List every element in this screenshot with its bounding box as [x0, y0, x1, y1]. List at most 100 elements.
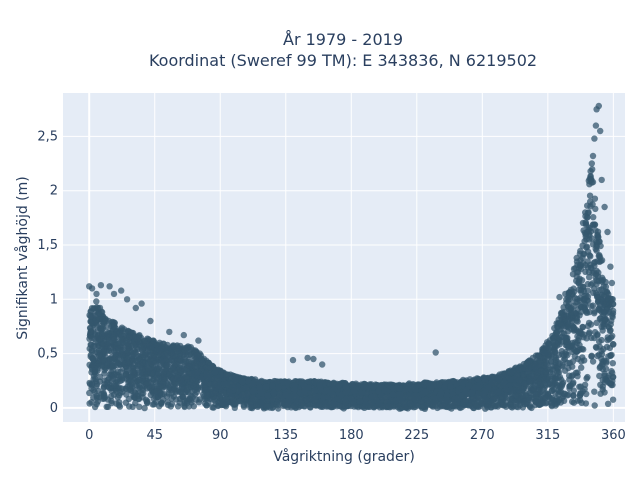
data-point [142, 337, 149, 344]
data-point [347, 395, 355, 402]
data-point [132, 390, 139, 397]
data-point [117, 368, 124, 376]
data-point [149, 382, 156, 390]
data-point [87, 313, 94, 320]
data-point [370, 383, 377, 390]
data-point [537, 360, 544, 367]
chart-title-line1: År 1979 - 2019 [283, 30, 403, 49]
data-point [570, 285, 577, 292]
data-point [389, 391, 397, 398]
data-point [115, 355, 123, 362]
data-point [189, 393, 196, 401]
data-point [563, 342, 571, 349]
data-point [600, 323, 607, 330]
data-point [240, 402, 247, 409]
data-point [584, 373, 591, 381]
data-point [172, 360, 179, 368]
data-point [525, 365, 532, 372]
data-point [583, 335, 590, 342]
data-point [521, 380, 528, 387]
data-point [588, 352, 595, 359]
data-point [136, 403, 143, 410]
data-point [590, 214, 597, 221]
data-point [564, 392, 571, 399]
data-point [526, 378, 534, 385]
data-point [547, 366, 554, 373]
data-point [591, 402, 598, 409]
data-point [604, 295, 611, 302]
data-point [505, 369, 513, 376]
data-point [184, 375, 191, 383]
data-point [101, 370, 108, 377]
data-point [104, 376, 111, 384]
data-point [242, 384, 250, 391]
data-point [130, 350, 137, 358]
data-point [564, 359, 571, 367]
data-point [164, 401, 172, 409]
data-point [569, 358, 577, 365]
data-point [578, 364, 585, 371]
data-point [124, 361, 132, 368]
data-point [100, 384, 108, 392]
data-point [97, 326, 104, 333]
data-point [273, 401, 280, 408]
data-point [91, 365, 99, 372]
data-point [569, 271, 577, 278]
data-point [588, 303, 595, 310]
data-point [529, 354, 537, 362]
data-point [530, 385, 537, 392]
data-point [605, 335, 613, 343]
data-point [93, 400, 100, 408]
data-point [584, 280, 591, 288]
data-point [95, 387, 102, 395]
data-point [151, 401, 158, 408]
data-point [178, 380, 185, 387]
data-point [134, 385, 142, 392]
data-point [576, 302, 584, 309]
data-point [472, 402, 479, 410]
data-point [503, 386, 510, 393]
data-point [532, 391, 540, 398]
data-point [114, 394, 122, 401]
data-point [136, 376, 143, 384]
data-point [567, 382, 574, 389]
data-point [591, 310, 598, 317]
data-point [203, 402, 210, 409]
data-point [570, 392, 577, 399]
data-point [519, 366, 526, 373]
data-point [161, 375, 168, 382]
data-point [588, 334, 595, 342]
data-point [303, 397, 310, 404]
data-point [584, 258, 591, 265]
data-point [88, 319, 95, 326]
data-point [579, 219, 587, 227]
data-point [528, 404, 535, 412]
data-point [524, 360, 531, 367]
data-point [598, 355, 605, 362]
data-point [110, 375, 117, 382]
data-point [609, 307, 617, 314]
data-point [601, 389, 608, 396]
data-point [395, 403, 402, 410]
data-point [129, 403, 136, 410]
data-point [107, 344, 114, 351]
data-point [589, 358, 597, 365]
data-point [602, 365, 610, 372]
data-point [95, 347, 103, 354]
data-point [556, 320, 563, 327]
data-point [552, 354, 560, 361]
data-point [128, 373, 135, 380]
data-point [609, 301, 617, 308]
data-point [209, 404, 216, 411]
data-point [126, 386, 133, 393]
data-point [596, 338, 603, 345]
data-point [326, 402, 333, 409]
data-point [560, 312, 567, 320]
data-point [88, 380, 96, 387]
data-point [89, 354, 97, 362]
data-point [196, 396, 203, 403]
data-point [587, 321, 595, 328]
data-point [555, 391, 562, 398]
data-point [578, 399, 585, 406]
data-point [419, 403, 427, 410]
